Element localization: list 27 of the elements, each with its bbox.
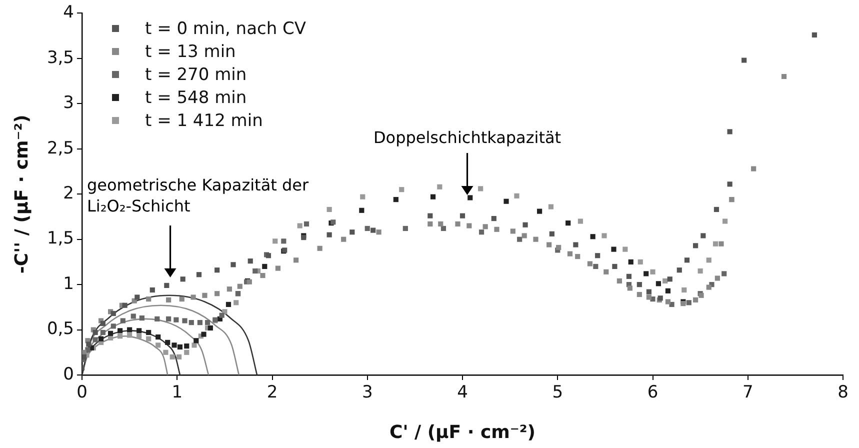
legend-label: t = 13 min xyxy=(145,42,236,62)
x-tick-label: 0 xyxy=(76,382,88,403)
y-tick-label: 1,5 xyxy=(46,228,74,249)
y-tick-label: 2 xyxy=(63,184,74,204)
x-tick-label: 8 xyxy=(838,382,848,403)
x-tick-label: 5 xyxy=(552,382,564,403)
legend-label: t = 548 min xyxy=(145,88,247,108)
x-tick-label: 3 xyxy=(362,382,373,403)
legend-label: t = 270 min xyxy=(145,64,247,85)
x-tick-label: 7 xyxy=(742,382,754,403)
x-tick-label: 2 xyxy=(266,382,278,403)
y-tick-label: 0,5 xyxy=(46,319,74,340)
legend-label: t = 0 min, nach CV xyxy=(145,18,306,39)
y-tick-label: 2,5 xyxy=(46,138,74,158)
x-tick-label: 1 xyxy=(172,382,183,403)
y-tick-label: 3 xyxy=(63,93,74,114)
y-tick-label: 3,5 xyxy=(46,48,74,68)
x-tick-label: 4 xyxy=(457,382,468,403)
legend-label: t = 1 412 min xyxy=(145,110,263,131)
y-tick-label: 0 xyxy=(63,364,74,384)
y-tick-label: 4 xyxy=(63,2,74,23)
x-tick-label: 6 xyxy=(647,382,658,403)
x-axis-title: C' / (µF · cm⁻²) xyxy=(389,422,536,443)
annotation: geometrische Kapazität der Li₂O₂-Schicht xyxy=(87,175,309,216)
y-axis-title: -C'' / (µF · cm⁻²) xyxy=(11,114,32,274)
y-tick-label: 1 xyxy=(63,274,74,294)
annotation: Doppelschichtkapazität xyxy=(373,128,562,148)
